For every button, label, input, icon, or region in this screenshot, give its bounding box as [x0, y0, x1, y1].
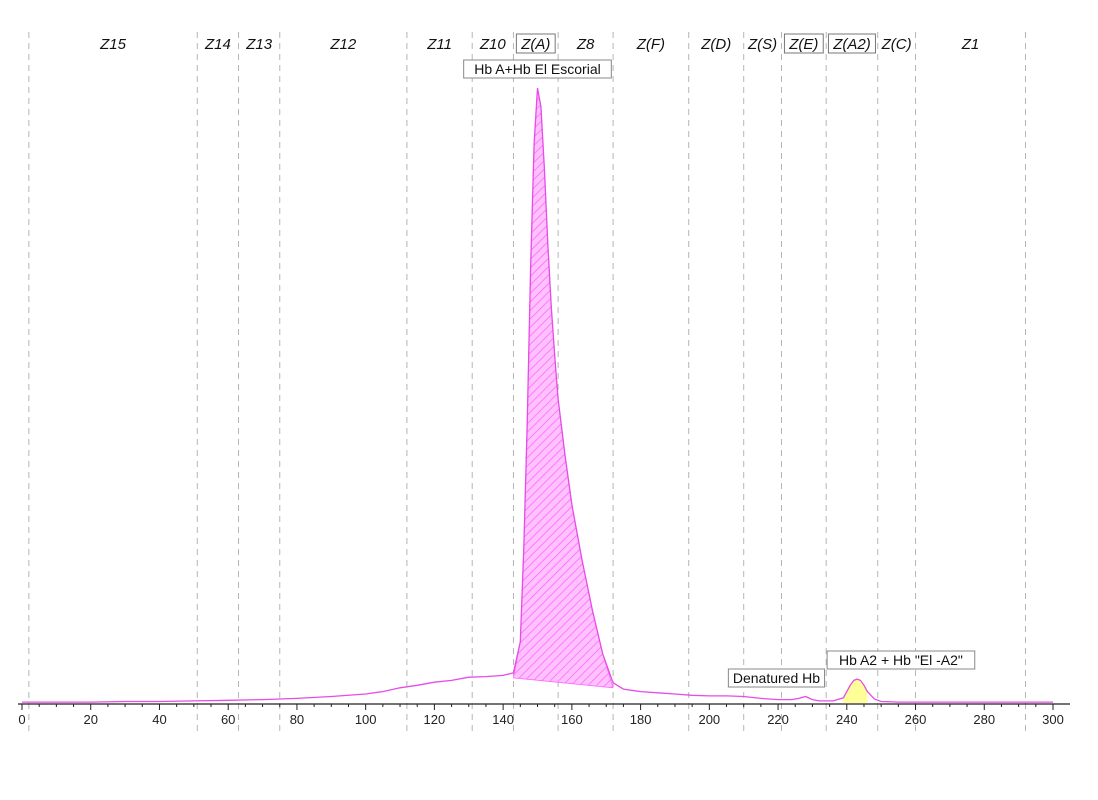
x-tick-label: 200 [698, 712, 720, 727]
zone-label: Z11 [426, 36, 452, 53]
zone-label-box [783, 33, 824, 54]
zone-label: Z(C) [881, 36, 912, 53]
peak-annotation-box [727, 668, 826, 688]
zone-label: Z13 [245, 36, 273, 53]
x-tick-label: 20 [83, 712, 97, 727]
x-axis: 0 20 40 60 80 100 120 140 160 180 200 220 240 260 280 3… [18, 703, 1070, 727]
peak-annotation-label: Denatured Hb [733, 670, 820, 686]
x-tick-label: 160 [561, 712, 583, 727]
zone-label: Z(F) [636, 36, 665, 53]
x-tick-label: 140 [492, 712, 514, 727]
zone-label-box [827, 33, 876, 54]
chromatogram-trace [22, 87, 1053, 703]
zone-label: Z10 [479, 36, 507, 53]
zone-label: Z(A) [520, 36, 550, 53]
x-tick-label: 180 [630, 712, 652, 727]
zone-label: Z12 [329, 36, 357, 53]
peak-annotation-label: Hb A+Hb El Escorial [474, 61, 600, 77]
x-tick-label: 240 [836, 712, 858, 727]
trace-layer [22, 87, 1053, 703]
x-tick-label: 0 [18, 712, 25, 727]
annotation-layer: Hb A+Hb El Escorial Denatured Hb Hb A2 + H… [463, 59, 976, 688]
x-tick-label: 80 [290, 712, 304, 727]
zone-label: Z8 [576, 36, 595, 53]
zone-label: Z(S) [747, 36, 777, 53]
zone-label-box [515, 33, 556, 54]
zone-label: Z14 [204, 36, 231, 53]
zone-label: Z(E) [788, 36, 818, 53]
a2-peak-fill [843, 679, 868, 703]
peak-annotation-label: Hb A2 + Hb "El -A2" [839, 652, 963, 668]
x-tick-label: 280 [973, 712, 995, 727]
peak-annotation-box [463, 59, 612, 79]
peak-annotation-box [826, 650, 976, 670]
zone-label: Z1 [961, 36, 980, 53]
x-tick-label: 120 [424, 712, 446, 727]
x-tick-label: 40 [152, 712, 166, 727]
x-tick-label: 100 [355, 712, 377, 727]
x-tick-label: 220 [767, 712, 789, 727]
x-tick-label: 60 [221, 712, 235, 727]
zone-label: Z15 [99, 36, 127, 53]
zone-label: Z(A2) [832, 36, 871, 53]
zones-layer: Z15 Z14 Z13 Z12 Z11 Z10 Z(A) Z8 Z(F) Z(D) Z(S) Z(E)… [28, 32, 1027, 734]
peak-fill-layer [512, 87, 868, 703]
x-tick-label: 260 [905, 712, 927, 727]
x-tick-label: 300 [1042, 712, 1064, 727]
zone-label: Z(D) [700, 36, 731, 53]
